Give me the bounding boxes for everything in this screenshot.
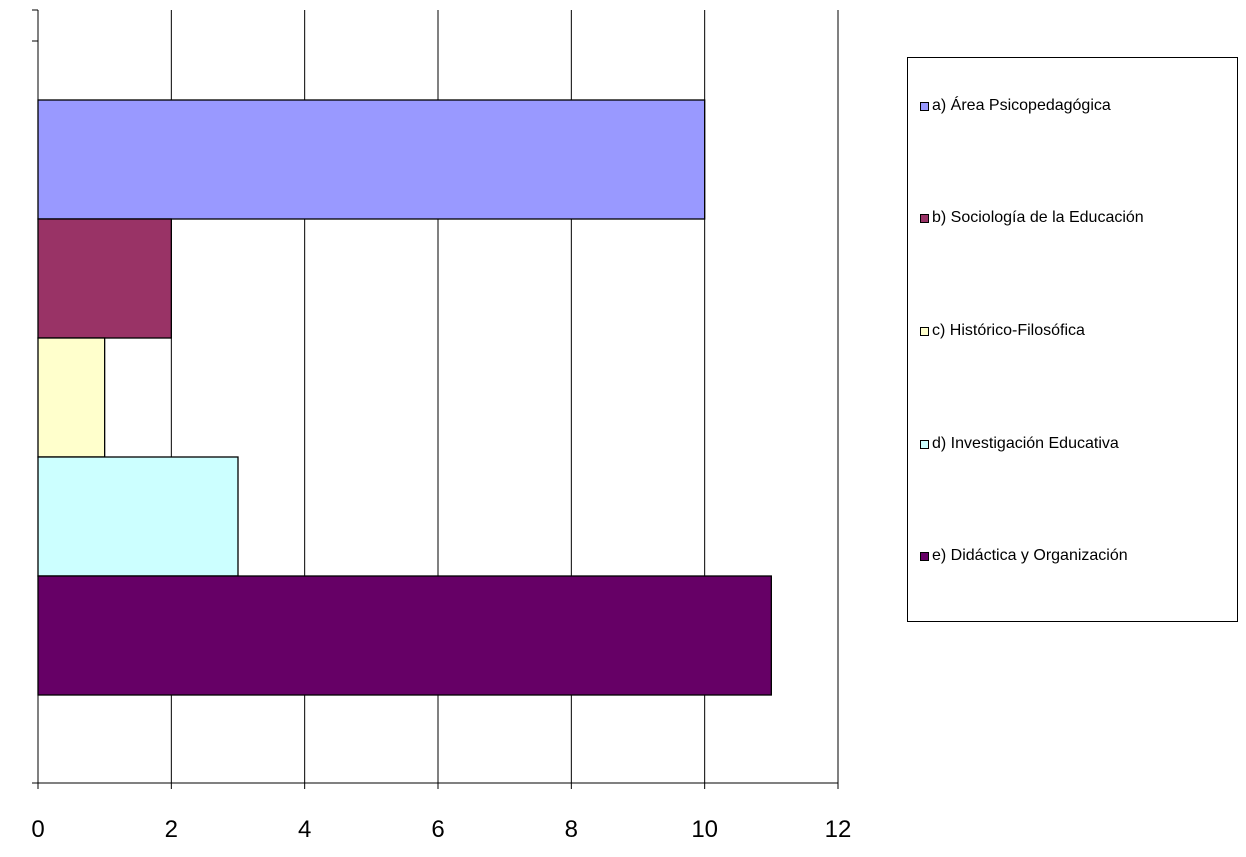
x-tick-label: 0 [31, 816, 44, 843]
bar [37, 218, 172, 339]
legend-item: b) Sociología de la Educación [920, 208, 1144, 228]
bars [37, 99, 772, 696]
legend-item: c) Histórico-Filosófica [920, 321, 1085, 341]
legend-item: d) Investigación Educativa [920, 434, 1119, 454]
x-tick-label: 6 [431, 816, 444, 843]
x-tick-label: 8 [565, 816, 578, 843]
legend-label: e) Didáctica y Organización [932, 547, 1128, 564]
x-tick-label: 12 [825, 816, 852, 843]
legend-swatch [920, 551, 929, 561]
legend: a) Área Psicopedagógica b) Sociología de … [907, 57, 1238, 622]
x-axis-ticks: 0 2 4 6 8 10 12 [31, 783, 851, 843]
legend-label: d) Investigación Educativa [932, 435, 1119, 452]
legend-swatch [920, 213, 929, 223]
legend-label: b) Sociología de la Educación [932, 209, 1144, 226]
bar [37, 456, 239, 577]
legend-item: e) Didáctica y Organización [920, 546, 1128, 566]
legend-item: a) Área Psicopedagógica [920, 96, 1111, 116]
x-tick-label: 4 [298, 816, 311, 843]
bar [37, 337, 106, 458]
legend-swatch [920, 439, 929, 449]
x-tick-label: 2 [165, 816, 178, 843]
legend-label: c) Histórico-Filosófica [932, 322, 1085, 339]
x-tick-label: 10 [691, 816, 718, 843]
legend-swatch [920, 101, 929, 111]
bar [37, 575, 772, 696]
y-axis-ticks [32, 9, 38, 784]
legend-label: a) Área Psicopedagógica [932, 97, 1111, 114]
legend-swatch [920, 326, 929, 336]
bar [37, 99, 706, 220]
